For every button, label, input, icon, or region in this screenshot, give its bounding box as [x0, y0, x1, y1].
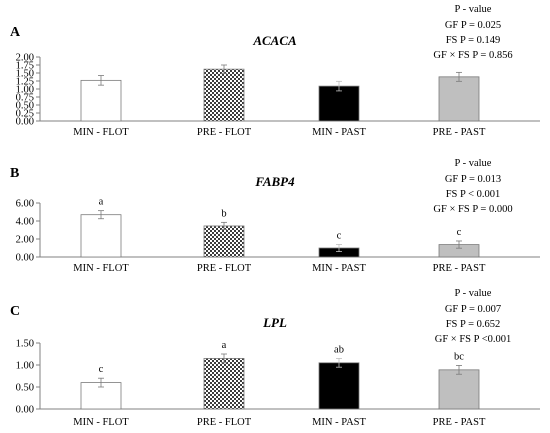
panel-b-category-label-3: MIN - PAST: [312, 263, 366, 274]
panel-b-title: FABP4: [254, 174, 295, 189]
panel-c-ytick-label: 1.50: [16, 339, 34, 350]
panel-a-category-label-2: PRE - FLOT: [197, 127, 252, 138]
panel-c-pvalue-line-1: P - value: [455, 288, 492, 299]
panel-b-letter-1: a: [99, 197, 104, 208]
panel-b-ytick-label: 4.00: [16, 217, 34, 228]
panel-b-bar-1: [80, 214, 122, 258]
panel-c-category-label-2: PRE - FLOT: [197, 417, 252, 428]
panel-b-category-label-1: MIN - FLOT: [73, 263, 129, 274]
panel-b-label: B: [10, 166, 19, 181]
panel-a-category-label-4: PRE - PAST: [433, 127, 486, 138]
panel-c-category-label-1: MIN - FLOT: [73, 417, 129, 428]
panel-c-bar-3: [318, 362, 360, 410]
panel-c-letter-2: a: [222, 340, 227, 351]
panel-a-ytick-label: 0.50: [16, 101, 34, 112]
panel-c-title: LPL: [262, 315, 287, 330]
panel-b-pvalue-line-1: P - value: [455, 158, 492, 169]
panel-a-pvalue-line-1: P - value: [455, 4, 492, 15]
panel-a-ytick-label: 0.25: [16, 109, 34, 120]
panel-c-ytick-label: 1.00: [16, 361, 34, 372]
panel-a-bar-1: [80, 79, 122, 122]
panel-a-category-label-1: MIN - FLOT: [73, 127, 129, 138]
panel-b-category-label-4: PRE - PAST: [433, 263, 486, 274]
panel-c-bar-2: [203, 357, 245, 410]
panel-c-ytick-label: 0.00: [16, 405, 34, 416]
panel-c-pvalue-line-3: FS P = 0.652: [446, 319, 501, 330]
panel-a-ytick-label: 1.00: [16, 85, 34, 96]
panel-a-ytick-label: 1.75: [16, 61, 34, 72]
panel-b-pvalue-line-2: GF P = 0.013: [445, 174, 501, 185]
panel-a-pvalue-line-2: GF P = 0.025: [445, 20, 501, 31]
panel-a-ytick-label: 2.00: [16, 53, 34, 64]
panel-b-letter-3: c: [337, 230, 342, 241]
panel-a-pvalue-line-4: GF × FS P = 0.856: [433, 50, 512, 61]
panel-c-bar-4: [438, 369, 480, 410]
panel-c-letter-3: ab: [334, 344, 344, 355]
panel-b-ytick-label: 2.00: [16, 235, 34, 246]
panel-c-category-label-3: MIN - PAST: [312, 417, 366, 428]
panel-c-letter-4: bc: [454, 351, 464, 362]
panel-c-pvalue-line-2: GF P = 0.007: [445, 304, 501, 315]
panel-b-pvalue-line-4: GF × FS P = 0.000: [433, 204, 512, 215]
panel-a-bar-3: [318, 85, 360, 122]
panel-a-ytick-label: 1.50: [16, 69, 34, 80]
panel-c-pvalue-line-4: GF × FS P <0.001: [435, 334, 512, 345]
panel-b-bar-2: [203, 225, 245, 258]
panel-c-letter-1: c: [99, 364, 104, 375]
panel-b-ytick-label: 0.00: [16, 253, 34, 264]
panel-b-category-label-2: PRE - FLOT: [197, 263, 252, 274]
panel-c-ytick-label: 0.50: [16, 383, 34, 394]
panel-c-category-label-4: PRE - PAST: [433, 417, 486, 428]
panel-a-label: A: [10, 25, 21, 40]
panel-a-bar-4: [438, 76, 480, 122]
panel-b-letter-4: c: [457, 227, 462, 238]
panel-b-pvalue-line-3: FS P < 0.001: [446, 189, 501, 200]
panel-a-ytick-label: 0.00: [16, 117, 34, 128]
panel-a-bar-2: [203, 68, 245, 122]
panel-a-ytick-label: 0.75: [16, 93, 34, 104]
panel-c-label: C: [10, 304, 20, 319]
panel-b-letter-2: b: [221, 208, 226, 219]
panel-b-ytick-label: 6.00: [16, 199, 34, 210]
panel-a-title: ACACA: [252, 33, 297, 48]
panel-a-pvalue-line-3: FS P = 0.149: [446, 35, 501, 46]
panel-a-category-label-3: MIN - PAST: [312, 127, 366, 138]
panel-a-ytick-label: 1.25: [16, 77, 34, 88]
